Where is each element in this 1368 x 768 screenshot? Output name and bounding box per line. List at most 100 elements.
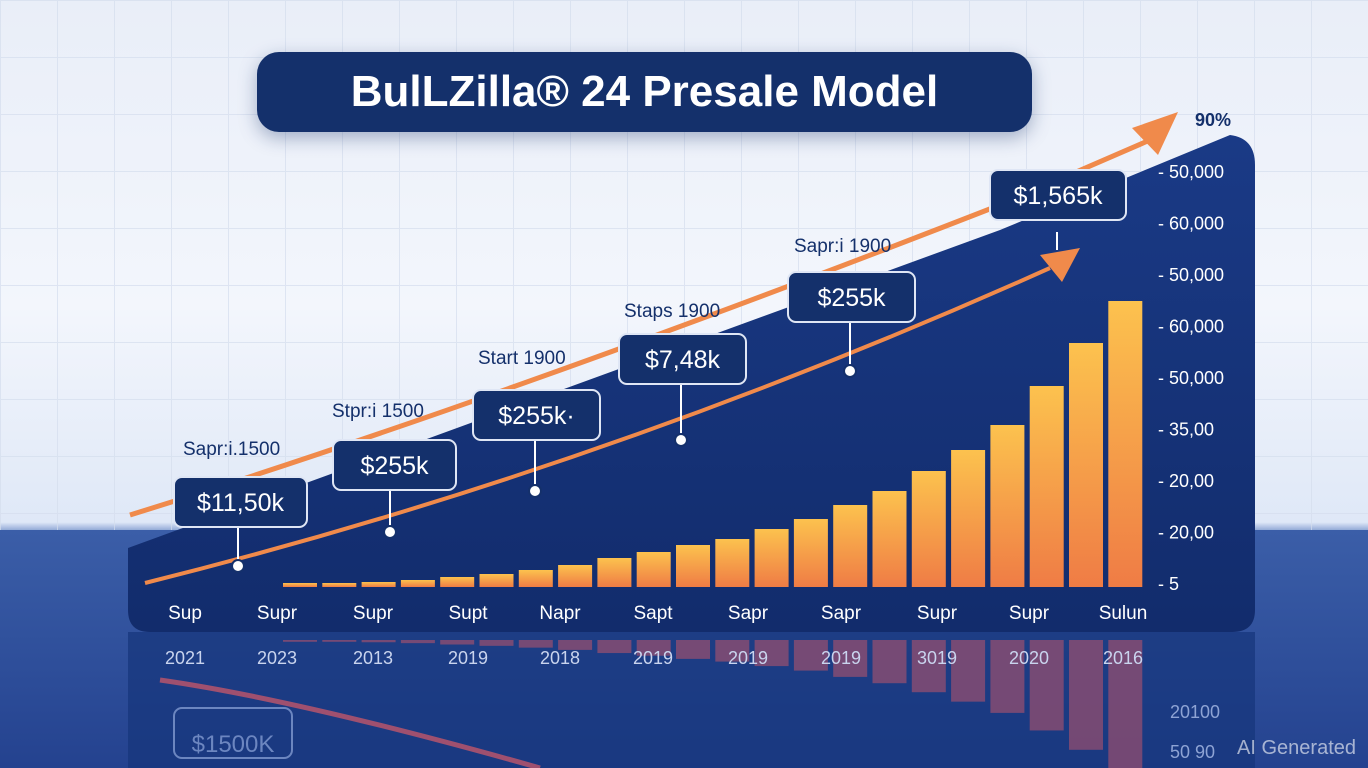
callout-box bbox=[989, 169, 1127, 221]
chart-title: BulLZilla® 24 Presale Model bbox=[257, 52, 1032, 132]
x-tick-label: Supr bbox=[353, 603, 394, 624]
callout-value: $7,48k bbox=[645, 346, 721, 374]
x-tick-label: Supr bbox=[917, 603, 958, 624]
watermark: AI Generated bbox=[1237, 737, 1356, 759]
bar-reflection bbox=[400, 640, 435, 644]
x-year-label: 2023 bbox=[257, 648, 297, 668]
stage-label: Stpr:i 1500 bbox=[332, 401, 424, 422]
bar bbox=[440, 577, 475, 587]
upper-arrow-head bbox=[1132, 112, 1178, 155]
data-point bbox=[674, 433, 688, 447]
x-year-label: 2019 bbox=[728, 648, 768, 668]
x-tick-label: Supr bbox=[257, 603, 298, 624]
x-tick-label: Sapt bbox=[633, 603, 673, 624]
bar-reflection bbox=[715, 640, 750, 662]
callout-box bbox=[472, 389, 601, 441]
y-tick-label: - 20,00 bbox=[1158, 523, 1214, 543]
price-line-reflection bbox=[159, 677, 541, 768]
callout-value: $11,50k bbox=[197, 489, 285, 517]
bar-reflection bbox=[793, 640, 828, 671]
bar bbox=[400, 580, 435, 587]
x-year-label: 2016 bbox=[1103, 648, 1143, 668]
bar-reflection bbox=[558, 640, 593, 650]
callout-box bbox=[173, 476, 308, 528]
bar bbox=[597, 558, 632, 587]
bar-reflection bbox=[1108, 640, 1143, 768]
price-line bbox=[144, 266, 1051, 585]
x-year-label: 2019 bbox=[821, 648, 861, 668]
bar bbox=[518, 570, 553, 587]
bar bbox=[911, 471, 946, 587]
x-tick-label: Sulun bbox=[1099, 603, 1148, 624]
bar-reflection bbox=[283, 640, 317, 642]
stage-label: Staps 1900 bbox=[624, 301, 720, 322]
bar bbox=[872, 491, 907, 587]
bar bbox=[951, 450, 986, 587]
bar bbox=[636, 552, 671, 587]
bar-reflection bbox=[676, 640, 710, 659]
x-year-label: 2019 bbox=[633, 648, 673, 668]
bar-reflection bbox=[479, 640, 514, 646]
x-tick-label: Napr bbox=[539, 603, 581, 624]
x-tick-label: Supt bbox=[448, 603, 488, 624]
bar-reflection bbox=[322, 640, 357, 642]
bar bbox=[833, 505, 868, 587]
stage-label: Start 1900 bbox=[478, 348, 566, 369]
reflection-label: $1500K bbox=[192, 731, 275, 758]
data-point bbox=[843, 364, 857, 378]
callout-value: $255k bbox=[817, 284, 886, 312]
x-year-label: 2021 bbox=[165, 648, 205, 668]
bar-reflection bbox=[597, 640, 632, 654]
bar bbox=[1069, 343, 1103, 587]
x-year-label: 2013 bbox=[353, 648, 393, 668]
price-arrow-head bbox=[1040, 248, 1080, 282]
bar-reflection bbox=[990, 640, 1025, 713]
x-year-label: 2019 bbox=[448, 648, 488, 668]
bar bbox=[754, 529, 789, 587]
bar-reflection bbox=[872, 640, 907, 684]
bar-reflection bbox=[1029, 640, 1064, 731]
data-point bbox=[231, 559, 245, 573]
y-tick-label: - 60,000 bbox=[1158, 317, 1224, 337]
bar-reflection bbox=[1069, 640, 1103, 750]
data-point bbox=[383, 525, 397, 539]
y-tick-label: - 20,00 bbox=[1158, 471, 1214, 491]
y-tick-label: - 50,000 bbox=[1158, 162, 1224, 182]
y-tick-label: - 5 bbox=[1158, 574, 1179, 594]
stage-label: Sapr:i.1500 bbox=[183, 439, 280, 460]
x-tick-label: Sup bbox=[168, 603, 202, 624]
reflection-label: 20100 bbox=[1170, 702, 1220, 722]
reflection-label: 50 90 bbox=[1170, 742, 1215, 762]
x-year-label: 2020 bbox=[1009, 648, 1049, 668]
reflection-box bbox=[173, 707, 293, 759]
bar-reflection bbox=[951, 640, 986, 702]
x-tick-label: Sapr bbox=[728, 603, 769, 624]
y-tick-label: - 60,000 bbox=[1158, 214, 1224, 234]
bar bbox=[1108, 301, 1143, 587]
bar-reflection bbox=[361, 640, 396, 643]
data-point bbox=[528, 484, 542, 498]
callout-value: $1,565k bbox=[1014, 182, 1103, 210]
bar-reflection bbox=[754, 640, 789, 667]
bar bbox=[990, 425, 1025, 587]
bar bbox=[322, 583, 357, 587]
y-tick-label: - 35,00 bbox=[1158, 420, 1214, 440]
bar bbox=[793, 519, 828, 587]
y-tick-label: - 50,000 bbox=[1158, 368, 1224, 388]
x-tick-label: Supr bbox=[1009, 603, 1050, 624]
callout-box bbox=[787, 271, 916, 323]
stage-label: Sapr:i 1900 bbox=[794, 236, 891, 257]
top-label: 90% bbox=[1195, 110, 1231, 130]
bar bbox=[361, 582, 396, 587]
bar-reflection bbox=[440, 640, 475, 645]
bar bbox=[676, 545, 710, 587]
x-year-label: 2018 bbox=[540, 648, 580, 668]
bar-reflection bbox=[518, 640, 553, 648]
callout-box bbox=[332, 439, 457, 491]
x-year-label: 3019 bbox=[917, 648, 957, 668]
callout-value: $255k bbox=[360, 452, 429, 480]
callout-value: $255k· bbox=[498, 402, 574, 430]
bar bbox=[558, 565, 593, 587]
bar bbox=[283, 583, 317, 587]
